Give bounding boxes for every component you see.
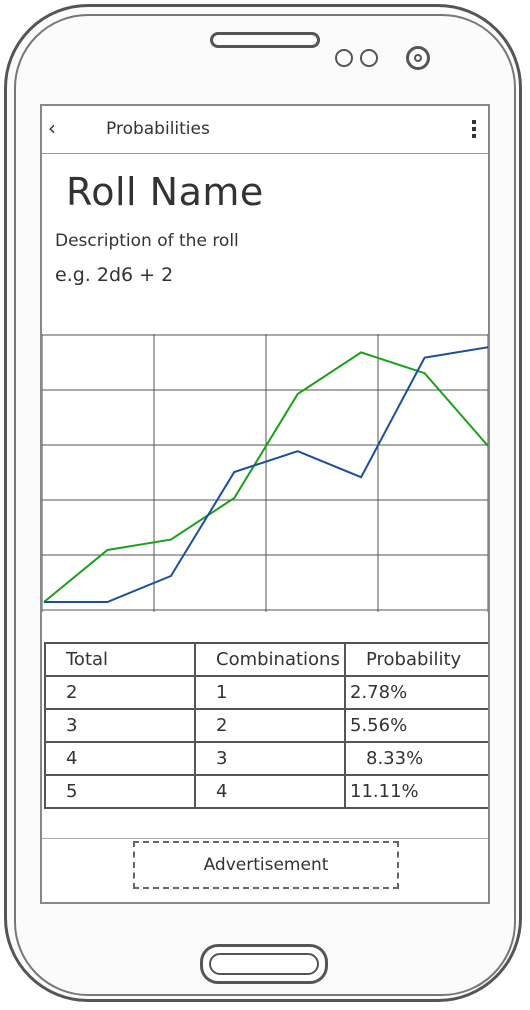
table-header-row: Total Combinations Probability (44, 642, 488, 677)
sensor-icon (335, 49, 353, 67)
series-line-2 (44, 346, 488, 603)
table-row: 4 3 8.33% (44, 741, 488, 776)
advertisement-banner[interactable]: Advertisement (133, 841, 399, 889)
app-screen: ‹ Probabilities Roll Name Description of… (40, 104, 490, 904)
series-line-1 (43, 351, 488, 603)
cell-combinations: 3 (194, 741, 346, 776)
header-probability: Probability (344, 642, 488, 677)
cell-probability: 11.11% (344, 774, 488, 809)
front-camera-icon (406, 46, 430, 70)
header-combinations: Combinations (194, 642, 346, 677)
cell-combinations: 4 (194, 774, 346, 809)
cell-probability: 2.78% (344, 675, 488, 710)
cell-probability: 8.33% (344, 741, 488, 776)
cell-combinations: 2 (194, 708, 346, 743)
probability-chart (42, 334, 488, 612)
sensor-icon (360, 49, 378, 67)
roll-example: e.g. 2d6 + 2 (55, 264, 174, 286)
cell-total: 2 (44, 675, 196, 710)
phone-bezel (14, 14, 516, 996)
divider (42, 838, 488, 839)
table-row: 5 4 11.11% (44, 774, 488, 809)
chevron-left-icon[interactable]: ‹ (48, 116, 56, 140)
cell-total: 3 (44, 708, 196, 743)
cell-probability: 5.56% (344, 708, 488, 743)
cell-combinations: 1 (194, 675, 346, 710)
more-vertical-icon[interactable] (472, 120, 476, 141)
header-total: Total (44, 642, 196, 677)
probability-table: Total Combinations Probability 2 1 2.78%… (44, 642, 488, 809)
app-bar: ‹ Probabilities (42, 106, 488, 154)
roll-name: Roll Name (66, 170, 264, 214)
speaker-grille (210, 32, 320, 48)
table-row: 2 1 2.78% (44, 675, 488, 710)
cell-total: 5 (44, 774, 196, 809)
cell-total: 4 (44, 741, 196, 776)
home-button[interactable] (200, 944, 328, 984)
app-bar-title: Probabilities (106, 119, 210, 139)
table-row: 3 2 5.56% (44, 708, 488, 743)
roll-description: Description of the roll (55, 231, 239, 251)
